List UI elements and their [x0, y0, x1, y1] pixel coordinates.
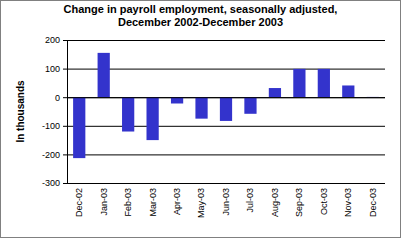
- y-tick-mark: [63, 126, 67, 127]
- bars: [73, 53, 379, 158]
- x-tick: Jun-03: [221, 183, 231, 216]
- x-tick-label: Oct-03: [319, 188, 329, 215]
- grid-line: [67, 183, 385, 184]
- y-tick-label: 0: [55, 93, 60, 103]
- y-tick: 100: [45, 64, 67, 74]
- bar: [73, 97, 85, 158]
- y-tick-label: -200: [42, 150, 60, 160]
- title-line: Change in payroll employment, seasonally…: [64, 3, 338, 15]
- grid-line: [67, 126, 385, 127]
- grid-line: [67, 154, 385, 155]
- grid-line: [67, 97, 385, 98]
- plot: -300 -200 -100 0 100 200 Dec-02 Jan-03 Feb-03 Mar…: [42, 35, 385, 218]
- bar: [293, 69, 305, 97]
- bar: [220, 97, 232, 121]
- chart-border: [1, 1, 401, 238]
- x-tick-label: May-03: [196, 188, 206, 218]
- x-tick-label: Aug-03: [270, 188, 280, 217]
- x-tick: Nov-03: [343, 183, 353, 217]
- x-tick-label: Dec-02: [74, 188, 84, 217]
- bar: [318, 69, 330, 97]
- x-tick-label: Feb-03: [123, 188, 133, 217]
- y-tick-label: -300: [42, 178, 60, 188]
- x-tick: Jul-03: [245, 183, 255, 213]
- x-tick-label: Jun-03: [221, 188, 231, 216]
- bar: [122, 97, 134, 131]
- x-tick-label: Mar-03: [147, 188, 157, 217]
- y-tick-label: -100: [42, 121, 60, 131]
- bar: [147, 97, 159, 140]
- x-tick: Jan-03: [99, 183, 109, 216]
- y-tick: -300: [42, 178, 67, 188]
- y-tick: 0: [55, 93, 67, 103]
- grid-line: [67, 69, 385, 70]
- x-tick: Dec-03: [368, 183, 378, 217]
- grid-line: [67, 40, 385, 41]
- x-axis: Dec-02 Jan-03 Feb-03 Mar-03 Apr-03 May-03 Jun-…: [74, 183, 378, 218]
- x-tick: Sep-03: [294, 183, 304, 217]
- y-tick-mark: [63, 69, 67, 70]
- bar: [342, 85, 354, 97]
- x-tick-label: Jul-03: [245, 188, 255, 213]
- y-tick-mark: [63, 183, 67, 184]
- grid: [67, 41, 385, 184]
- bar: [195, 97, 207, 118]
- x-tick-label: Sep-03: [294, 188, 304, 217]
- y-tick: -100: [42, 121, 67, 131]
- x-tick-label: Nov-03: [343, 188, 353, 217]
- x-tick-label: Jan-03: [99, 188, 109, 216]
- x-tick: Aug-03: [270, 183, 280, 217]
- y-tick: -200: [42, 150, 67, 160]
- y-tick-mark: [63, 154, 67, 155]
- y-axis-title: In thousands: [15, 80, 26, 143]
- y-tick: 200: [45, 35, 67, 45]
- x-tick-label: Apr-03: [172, 188, 182, 215]
- x-tick: Dec-02: [74, 183, 84, 217]
- x-tick: Apr-03: [172, 183, 182, 215]
- y-tick-mark: [63, 97, 67, 98]
- y-tick-label: 200: [45, 35, 60, 45]
- chart: Change in payroll employment, seasonally…: [0, 0, 401, 238]
- zero-line: [67, 97, 385, 98]
- title-line: December 2002-December 2003: [118, 16, 283, 28]
- y-axis: -300 -200 -100 0 100 200: [42, 35, 68, 188]
- x-tick: Mar-03: [147, 183, 157, 217]
- x-tick: Oct-03: [319, 183, 329, 215]
- y-tick-label: 100: [45, 64, 60, 74]
- bar: [98, 53, 110, 97]
- x-tick: May-03: [196, 183, 206, 218]
- y-tick-mark: [63, 40, 67, 41]
- bar: [244, 97, 256, 114]
- bar: [269, 88, 281, 97]
- title: Change in payroll employment, seasonally…: [64, 3, 338, 28]
- x-tick: Feb-03: [123, 183, 133, 217]
- y-axis-line: [63, 41, 68, 184]
- x-tick-label: Dec-03: [368, 188, 378, 217]
